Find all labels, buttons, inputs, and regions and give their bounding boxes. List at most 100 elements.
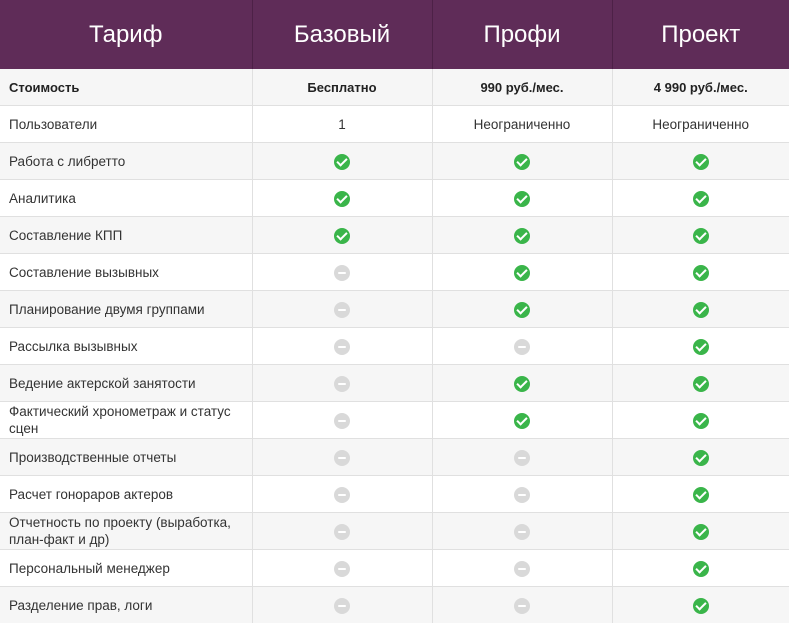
feature-project-cell	[612, 216, 789, 254]
feature-row: Персональный менеджер	[0, 549, 789, 587]
feature-pro-cell	[432, 179, 613, 217]
feature-basic-cell	[252, 364, 433, 402]
check-circle-icon	[692, 560, 709, 577]
feature-project-cell	[612, 586, 789, 623]
feature-pro-cell	[432, 438, 613, 476]
feature-basic-cell	[252, 586, 433, 623]
feature-label: Ведение актерской занятости	[0, 364, 253, 402]
feature-row: Рассылка вызывных	[0, 327, 789, 365]
check-circle-icon	[692, 449, 709, 466]
feature-pro-cell	[432, 401, 613, 439]
minus-circle-icon	[334, 301, 350, 318]
minus-circle-icon	[514, 449, 530, 466]
feature-label: Разделение прав, логи	[0, 586, 253, 623]
check-circle-icon	[514, 412, 530, 429]
check-circle-icon	[334, 227, 350, 244]
feature-pro-cell	[432, 512, 613, 550]
feature-basic-cell	[252, 216, 433, 254]
feature-pro-cell	[432, 364, 613, 402]
feature-project-cell	[612, 327, 789, 365]
check-circle-icon	[692, 523, 709, 540]
feature-row: Производственные отчеты	[0, 438, 789, 476]
feature-label: Составление КПП	[0, 216, 253, 254]
feature-pro-cell	[432, 290, 613, 328]
users-project: Неограниченно	[612, 105, 789, 143]
feature-basic-cell	[252, 142, 433, 180]
feature-row: Работа с либретто	[0, 142, 789, 180]
users-row: Пользователи 1 Неограниченно Неограничен…	[0, 105, 789, 143]
feature-pro-cell	[432, 142, 613, 180]
price-row: Стоимость Бесплатно 990 руб./мес. 4 990 …	[0, 69, 789, 106]
feature-row: Разделение прав, логи	[0, 586, 789, 623]
check-circle-icon	[692, 412, 709, 429]
feature-pro-cell	[432, 216, 613, 254]
feature-project-cell	[612, 253, 789, 291]
header-tariff: Тариф	[0, 0, 253, 69]
feature-project-cell	[612, 142, 789, 180]
feature-project-cell	[612, 549, 789, 587]
feature-project-cell	[612, 512, 789, 550]
feature-label: Рассылка вызывных	[0, 327, 253, 365]
minus-circle-icon	[334, 264, 350, 281]
check-circle-icon	[334, 153, 350, 170]
minus-circle-icon	[334, 449, 350, 466]
feature-label: Фактический хронометраж и статус сцен	[0, 401, 253, 439]
check-circle-icon	[692, 264, 709, 281]
feature-basic-cell	[252, 512, 433, 550]
feature-row: Ведение актерской занятости	[0, 364, 789, 402]
feature-project-cell	[612, 364, 789, 402]
check-circle-icon	[692, 338, 709, 355]
header-row: Тариф Базовый Профи Проект	[0, 0, 789, 69]
feature-basic-cell	[252, 179, 433, 217]
check-circle-icon	[692, 486, 709, 503]
minus-circle-icon	[514, 560, 530, 577]
feature-project-cell	[612, 401, 789, 439]
minus-circle-icon	[334, 338, 350, 355]
feature-basic-cell	[252, 475, 433, 513]
header-pro: Профи	[432, 0, 613, 69]
check-circle-icon	[514, 264, 530, 281]
check-circle-icon	[692, 227, 709, 244]
minus-circle-icon	[514, 486, 530, 503]
users-basic: 1	[252, 105, 433, 143]
header-project: Проект	[612, 0, 789, 69]
price-label: Стоимость	[0, 69, 253, 106]
feature-label: Производственные отчеты	[0, 438, 253, 476]
header-basic: Базовый	[252, 0, 433, 69]
check-circle-icon	[514, 153, 530, 170]
feature-row: Планирование двумя группами	[0, 290, 789, 328]
feature-label: Аналитика	[0, 179, 253, 217]
minus-circle-icon	[334, 412, 350, 429]
feature-pro-cell	[432, 253, 613, 291]
feature-row: Составление КПП	[0, 216, 789, 254]
price-pro: 990 руб./мес.	[432, 69, 613, 106]
minus-circle-icon	[334, 597, 350, 614]
minus-circle-icon	[514, 597, 530, 614]
feature-basic-cell	[252, 290, 433, 328]
price-project: 4 990 руб./мес.	[612, 69, 789, 106]
feature-basic-cell	[252, 438, 433, 476]
feature-label: Отчетность по проекту (выработка, план-ф…	[0, 512, 253, 550]
feature-pro-cell	[432, 586, 613, 623]
feature-row: Составление вызывных	[0, 253, 789, 291]
users-pro: Неограниченно	[432, 105, 613, 143]
feature-project-cell	[612, 179, 789, 217]
minus-circle-icon	[334, 486, 350, 503]
feature-row: Аналитика	[0, 179, 789, 217]
check-circle-icon	[334, 190, 350, 207]
feature-pro-cell	[432, 475, 613, 513]
check-circle-icon	[692, 375, 709, 392]
feature-basic-cell	[252, 327, 433, 365]
feature-project-cell	[612, 475, 789, 513]
feature-label: Работа с либретто	[0, 142, 253, 180]
minus-circle-icon	[514, 338, 530, 355]
minus-circle-icon	[334, 560, 350, 577]
price-basic: Бесплатно	[252, 69, 433, 106]
users-label: Пользователи	[0, 105, 253, 143]
feature-pro-cell	[432, 549, 613, 587]
check-circle-icon	[692, 153, 709, 170]
feature-label: Планирование двумя группами	[0, 290, 253, 328]
check-circle-icon	[514, 227, 530, 244]
check-circle-icon	[692, 597, 709, 614]
